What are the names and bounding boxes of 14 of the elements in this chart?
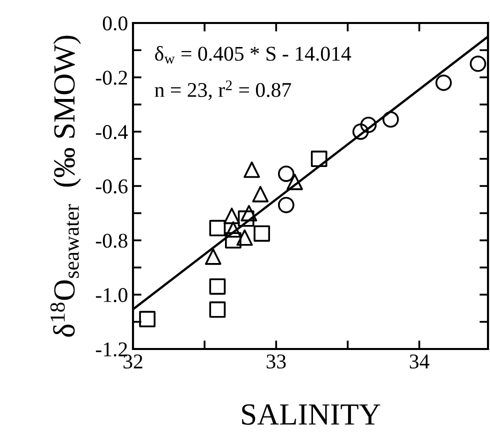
annotation: n = 23, r$^{2}$ = 0.87 (154, 80, 292, 100)
y-tick-label: -0.8 (96, 234, 128, 248)
y-tick-label: -0.4 (96, 125, 128, 140)
x-tick-label: 33 (266, 354, 286, 369)
y-tick-label: 0.0 (102, 16, 128, 31)
x-tick-label: 34 (410, 354, 430, 369)
y-axis-title: δ$^{18}$O$_{seawater}$ (‰ SMOW) (50, 36, 81, 337)
x-axis-title: SALINITY (242, 404, 380, 425)
x-tick-label: 32 (124, 354, 142, 369)
y-tick-label: -1.2 (96, 342, 127, 357)
annotation: δ$_{w}$ = 0.405 * S - 14.014 (155, 46, 352, 64)
y-tick-label: -0.6 (96, 179, 128, 194)
y-tick-label: -0.2 (96, 70, 127, 85)
y-tick-label: -1.0 (96, 288, 128, 302)
